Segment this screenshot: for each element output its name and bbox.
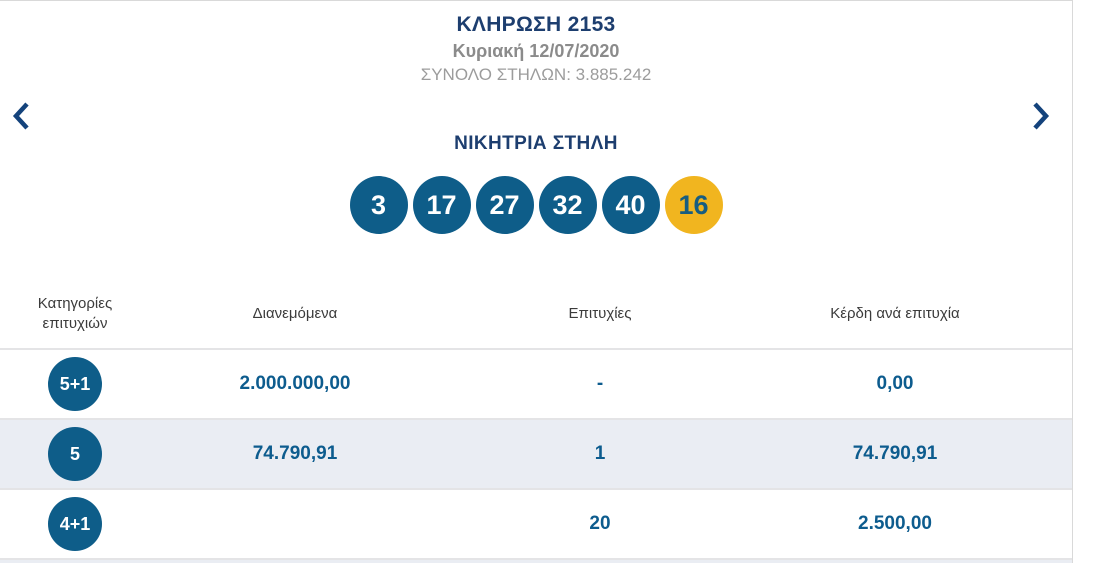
draw-date: Κυριακή 12/07/2020 [452,41,620,61]
winning-number-ball: 27 [475,176,534,234]
distributed-value: 74.790,91 [252,443,338,464]
draw-title: ΚΛΗΡΩΣΗ 2153 [456,13,616,36]
chevron-right-icon [1032,101,1050,131]
prize-per-winner-value: 74.790,91 [852,443,938,464]
winning-number-ball: 40 [601,176,660,234]
category-badge: 5 [48,427,102,481]
winners-value: - [596,373,604,394]
column-header-categories: Κατηγορίες επιτυχιών [37,294,113,332]
table-header-row: Κατηγορίες επιτυχιών Διανεμόμενα Επιτυχί… [0,280,1072,350]
winning-number-ball: 32 [538,176,597,234]
prize-categories-table: Κατηγορίες επιτυχιών Διανεμόμενα Επιτυχί… [0,280,1072,563]
table-row: 5 74.790,91 1 74.790,91 [0,420,1072,490]
draw-results-panel: ΚΛΗΡΩΣΗ 2153 Κυριακή 12/07/2020 ΣΥΝΟΛΟ Σ… [0,0,1073,563]
draw-header: ΚΛΗΡΩΣΗ 2153 Κυριακή 12/07/2020 ΣΥΝΟΛΟ Σ… [0,1,1072,84]
previous-draw-button[interactable] [6,98,36,134]
category-badge: 5+1 [48,357,102,411]
category-badge: 4+1 [48,497,102,551]
chevron-left-icon [12,101,30,131]
distributed-value: 2.000.000,00 [239,373,351,394]
winning-number-ball: 17 [412,176,471,234]
winning-column-title: ΝΙΚΗΤΡΙΑ ΣΤΗΛΗ [454,133,618,154]
winners-value: 20 [589,513,611,534]
winners-value: 1 [594,443,606,464]
next-draw-button[interactable] [1026,98,1056,134]
total-columns-label: ΣΥΝΟΛΟ ΣΤΗΛΩΝ: 3.885.242 [420,65,652,84]
winning-numbers: 3 17 27 32 40 16 [0,176,1072,234]
column-header-distributed: Διανεμόμενα [252,304,338,322]
prize-per-winner-value: 0,00 [876,373,914,394]
next-row-partial [0,560,1072,563]
column-header-prize-per-winner: Κέρδη ανά επιτυχία [830,304,960,322]
table-row: 4+1 20 2.500,00 [0,490,1072,560]
column-header-winners: Επιτυχίες [568,304,632,322]
joker-number-ball: 16 [664,176,723,234]
prize-per-winner-value: 2.500,00 [858,513,932,534]
winning-number-ball: 3 [349,176,408,234]
table-row: 5+1 2.000.000,00 - 0,00 [0,350,1072,420]
